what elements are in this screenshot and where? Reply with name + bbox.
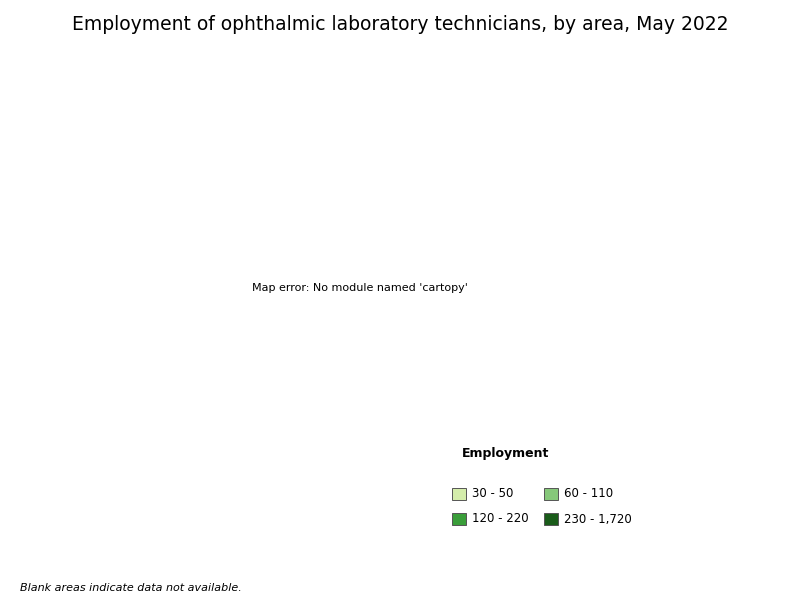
Text: Map error: No module named 'cartopy': Map error: No module named 'cartopy' xyxy=(252,283,468,293)
Text: Blank areas indicate data not available.: Blank areas indicate data not available. xyxy=(20,583,242,593)
Text: 30 - 50: 30 - 50 xyxy=(472,487,514,500)
Text: 120 - 220: 120 - 220 xyxy=(472,512,529,526)
Text: Employment of ophthalmic laboratory technicians, by area, May 2022: Employment of ophthalmic laboratory tech… xyxy=(72,15,728,34)
Text: 230 - 1,720: 230 - 1,720 xyxy=(564,512,632,526)
Text: Employment: Employment xyxy=(462,446,550,460)
Text: 60 - 110: 60 - 110 xyxy=(564,487,613,500)
